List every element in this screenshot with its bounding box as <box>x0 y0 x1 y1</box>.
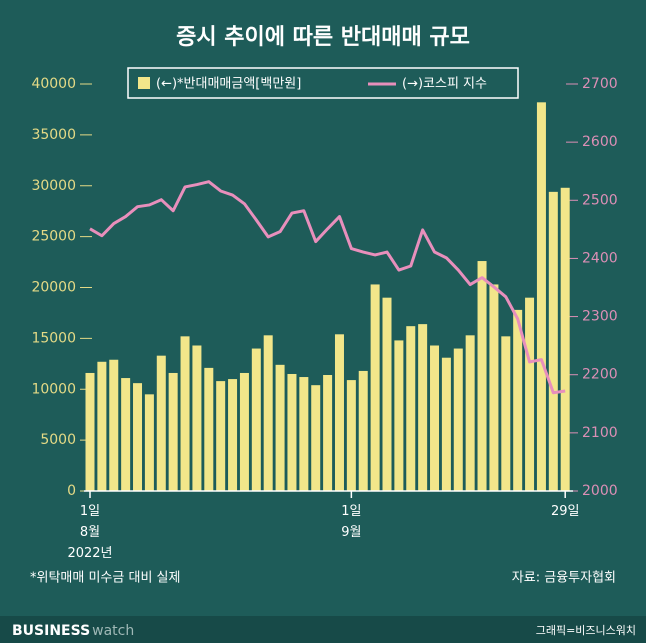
bar <box>334 334 344 491</box>
bar <box>560 187 570 491</box>
y-tick-label: 10000 <box>31 381 76 397</box>
y-tick-label: 35000 <box>31 127 76 143</box>
bar <box>299 377 309 491</box>
y2-tick-label: 2500 <box>582 192 618 208</box>
source: 자료: 금융투자협회 <box>512 571 616 586</box>
y-tick-label: 5000 <box>40 432 76 448</box>
bar <box>382 297 392 491</box>
y2-tick-label: 2600 <box>582 134 618 150</box>
bar <box>346 380 356 491</box>
bar <box>489 284 499 491</box>
brand: BUSINESS watch <box>12 623 134 639</box>
footer-band <box>0 616 646 643</box>
x-tick-line: 29일 <box>551 504 580 519</box>
x-tick-label: 29일 <box>551 504 580 519</box>
legend-label: (→)코스피 지수 <box>402 77 487 92</box>
y-tick-label: 30000 <box>31 178 76 194</box>
bar <box>216 381 226 491</box>
bar <box>192 345 202 491</box>
y-tick-label: 25000 <box>31 229 76 245</box>
credit: 그래픽=비즈니스워치 <box>536 624 636 637</box>
bar <box>204 367 214 491</box>
y-tick-label: 15000 <box>31 330 76 346</box>
bar <box>453 348 463 491</box>
brand-bold: BUSINESS <box>12 623 90 639</box>
x-tick-line: 2022년 <box>67 546 112 561</box>
bar <box>536 102 546 491</box>
bar <box>228 379 238 491</box>
bar <box>513 309 523 491</box>
legend-box <box>127 67 519 99</box>
y2-tick-label: 2200 <box>582 367 618 383</box>
x-tick-line: 1일 <box>341 504 361 519</box>
bar <box>180 336 190 491</box>
bar <box>465 335 475 491</box>
y2-tick-label: 2700 <box>582 76 618 92</box>
legend-swatch <box>138 77 150 89</box>
y2-tick-label: 2400 <box>582 250 618 266</box>
y-tick-label: 20000 <box>31 280 76 296</box>
bar <box>121 378 131 491</box>
x-tick-label: 1일 9월 <box>341 504 361 540</box>
bar <box>263 335 273 491</box>
y-tick-label: 0 <box>67 483 76 499</box>
bar <box>133 383 143 491</box>
bar <box>168 372 178 491</box>
note: *위탁매매 미수금 대비 실제 <box>30 571 180 586</box>
bar <box>418 324 428 491</box>
chart-title: 증시 추이에 따른 반대매매 규모 <box>176 25 470 50</box>
bar <box>239 372 249 491</box>
y2-tick-label: 2300 <box>582 309 618 325</box>
bar <box>156 355 166 491</box>
bar <box>287 373 297 491</box>
x-tick-line: 9월 <box>341 525 361 540</box>
y2-tick-label: 2100 <box>582 425 618 441</box>
brand-light: watch <box>92 623 134 639</box>
x-tick-line: 8월 <box>80 525 100 540</box>
bar <box>311 385 321 491</box>
y2-tick-label: 2000 <box>582 483 618 499</box>
bar <box>323 375 333 491</box>
line <box>89 180 566 395</box>
bar <box>525 297 535 491</box>
bar <box>394 340 404 491</box>
bar <box>406 326 416 491</box>
bar <box>501 336 511 491</box>
bar <box>358 370 368 491</box>
legend-label: (←)*반대매매금액[백만원] <box>156 77 301 92</box>
bar <box>109 359 119 491</box>
bar <box>97 361 107 491</box>
bar <box>144 394 154 491</box>
bar <box>85 372 95 491</box>
x-tick-line: 1일 <box>80 504 100 519</box>
x-tick-label: 1일 8월 2022년 <box>67 504 112 561</box>
bar <box>370 284 380 491</box>
bar <box>430 345 440 491</box>
y-tick-label: 40000 <box>31 76 76 92</box>
bar <box>275 364 285 491</box>
bar <box>548 191 558 492</box>
bar <box>441 357 451 491</box>
bar <box>477 261 487 491</box>
bar <box>251 348 261 491</box>
